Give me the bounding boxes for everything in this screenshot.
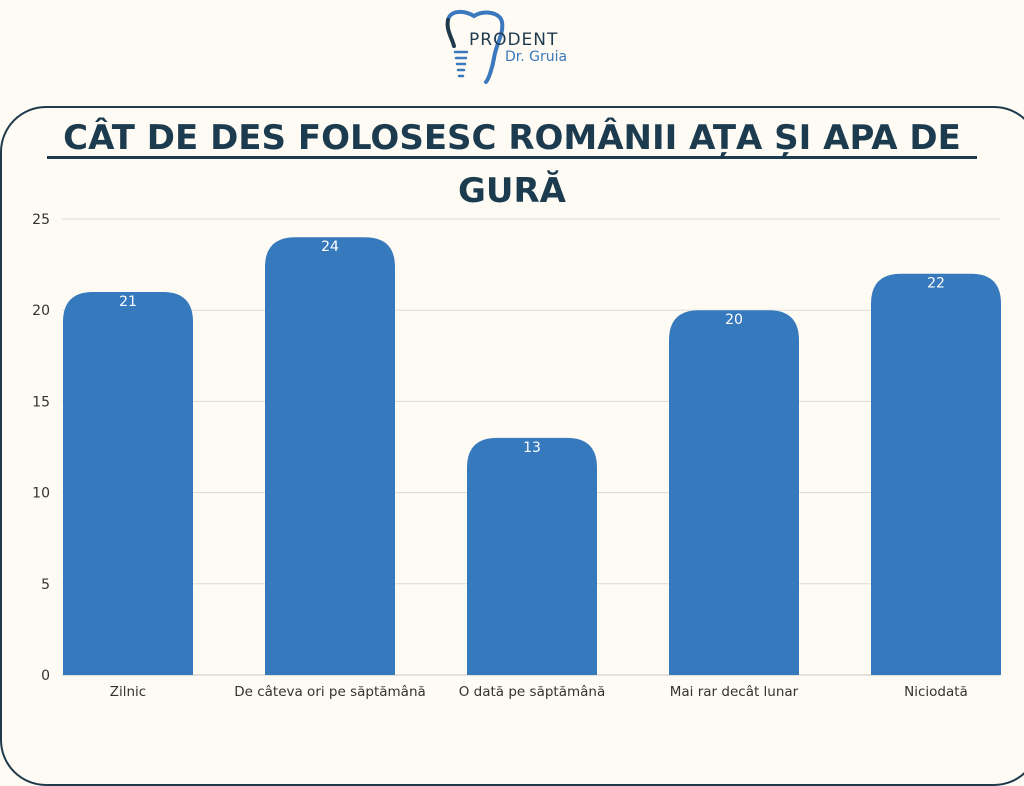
- bar: [467, 437, 597, 675]
- bar: [265, 237, 395, 676]
- x-category-label: Zilnic: [110, 684, 146, 700]
- logo-subtitle: Dr. Gruia: [505, 49, 568, 65]
- bar-chart: 0 5 10 15 20 25 21 Zilnic 24 De câteva ori pe săp…: [32, 212, 1001, 700]
- bar-value-label: 20: [725, 312, 743, 328]
- x-category-label: De câteva ori pe săptămână: [234, 684, 426, 700]
- y-tick-label: 20: [32, 303, 50, 319]
- chart-title: CÂT DE DES FOLOSESC ROMÂNII AȚA ȘI APA D…: [63, 118, 961, 211]
- y-tick-label: 5: [41, 577, 50, 593]
- bar: [63, 291, 193, 675]
- title-underline: [47, 156, 977, 159]
- tooth-implant-icon: [445, 9, 505, 84]
- bar-value-label: 24: [321, 239, 339, 255]
- y-tick-label: 25: [32, 212, 50, 228]
- prodent-logo: PRODENT Dr. Gruia: [440, 6, 600, 86]
- y-tick-label: 10: [32, 486, 50, 502]
- bar: [871, 273, 1001, 675]
- y-tick-label: 15: [32, 394, 50, 410]
- labels-layer: 0 5 10 15 20 25 21 Zilnic 24 De câteva ori pe săp…: [32, 212, 968, 700]
- bar: [669, 310, 799, 675]
- y-tick-label: 0: [41, 668, 50, 684]
- x-category-label: Niciodată: [904, 684, 968, 700]
- bar-value-label: 22: [927, 276, 945, 292]
- x-category-label: Mai rar decât lunar: [670, 684, 799, 700]
- bar-value-label: 13: [523, 440, 541, 456]
- bars-layer: [63, 237, 1001, 676]
- x-category-label: O dată pe săptămână: [459, 684, 605, 700]
- bar-value-label: 21: [119, 294, 137, 310]
- logo-brand-name: PRODENT: [469, 30, 559, 50]
